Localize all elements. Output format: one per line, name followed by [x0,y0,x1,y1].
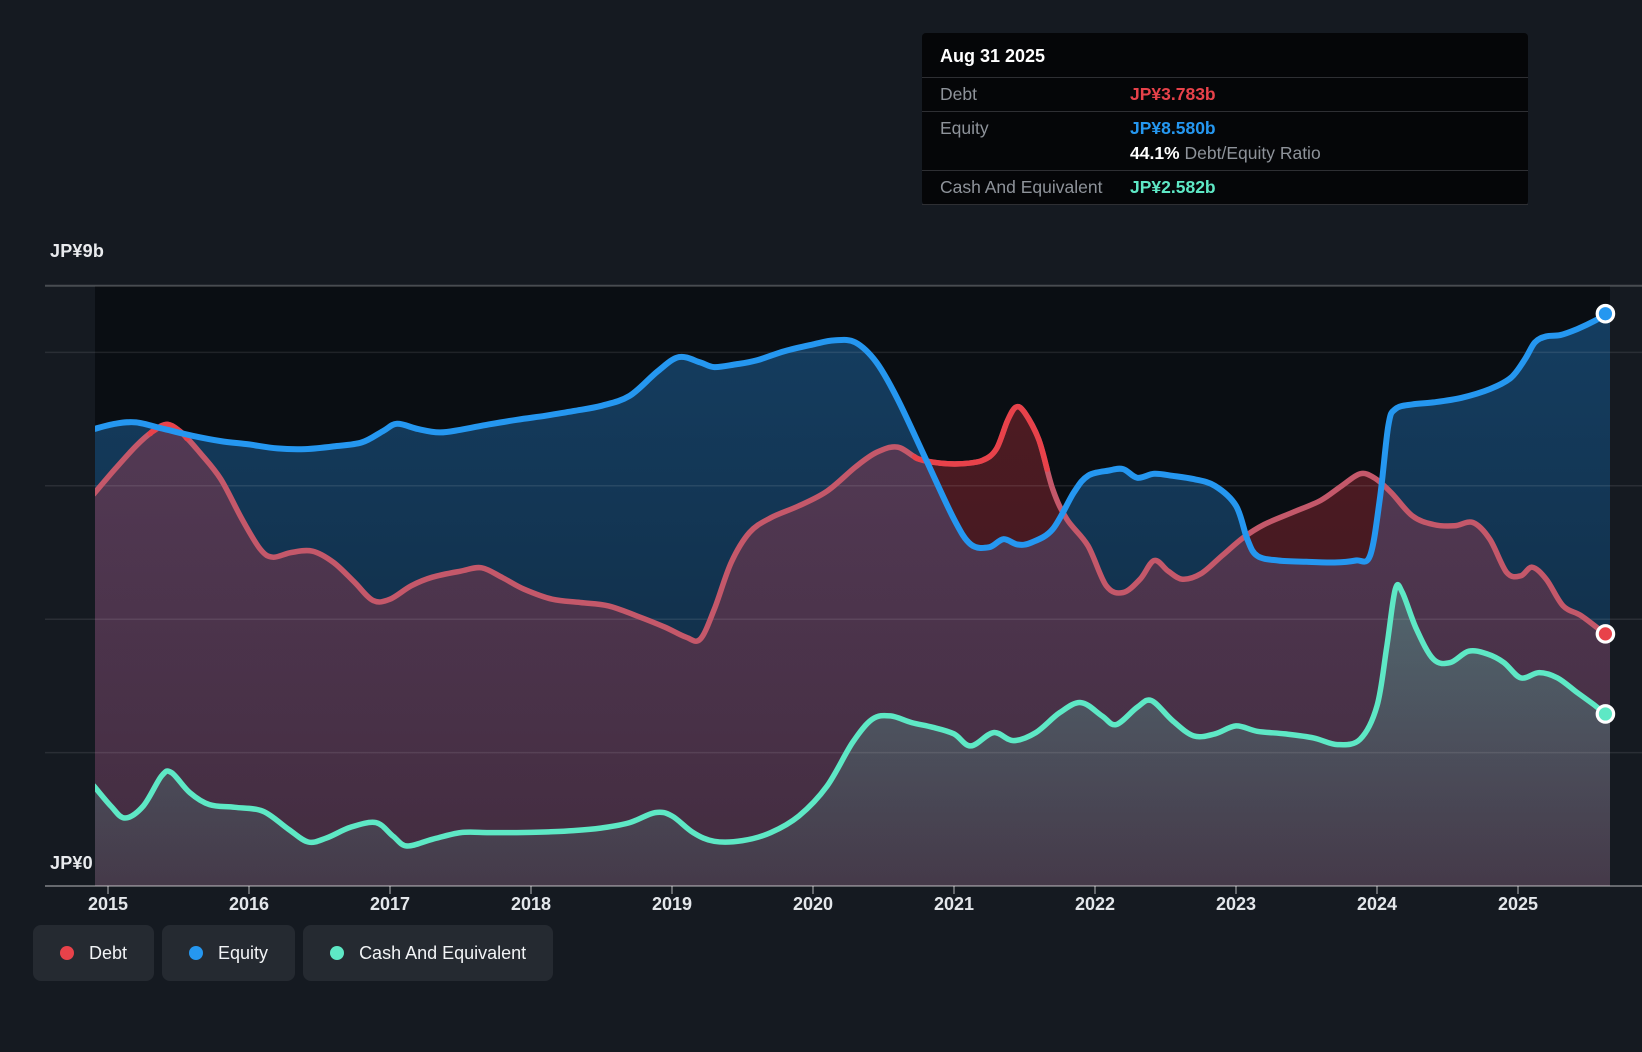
tooltip-row-ratio: 44.1% Debt/Equity Ratio [922,141,1528,171]
x-axis-label-2015: 2015 [87,894,129,914]
x-axis-label-2017: 2017 [369,894,411,914]
y-axis-zero-label: JP¥0 [50,853,93,873]
debt-current-dot [1595,624,1616,644]
area-fills [95,313,1610,886]
legend-item-debt[interactable]: Debt [33,925,155,981]
legend-item-cash[interactable]: Cash And Equivalent [303,925,554,981]
debt-line-above-equity-1 [911,403,1050,472]
y-axis-max-label: JP¥9b [50,241,105,261]
cash-line [95,581,1610,849]
tooltip-equity-label: Equity [940,118,989,138]
cash-and-equivalent-area [95,584,1610,886]
equity-legend-dot-icon [189,946,204,960]
x-axis-label-2022: 2022 [1074,894,1116,914]
legend-debt-label: Debt [89,942,128,963]
x-axis-label-2020: 2020 [792,894,834,914]
legend-cash-label: Cash And Equivalent [359,942,527,963]
x-axis-label-2016: 2016 [228,894,270,914]
tooltip-ratio-text: 44.1% Debt/Equity Ratio [1130,143,1321,164]
tooltip-row-debt: Debt JP¥3.783b [922,78,1528,112]
tooltip-row-cash: Cash And Equivalent JP¥2.582b [922,171,1528,205]
tooltip-row-equity: Equity JP¥8.580b [922,112,1528,141]
x-axis-label-2019: 2019 [651,894,693,914]
x-axis-label-2023: 2023 [1215,894,1257,914]
tooltip-equity-value: JP¥8.580b [1130,118,1216,138]
tooltip-cash-label: Cash And Equivalent [940,177,1103,197]
debt-legend-dot-icon [60,946,74,960]
cash-current-dot [1595,704,1616,724]
tooltip-cash-value: JP¥2.582b [1130,177,1216,197]
cash-legend-dot-icon [330,946,345,960]
tooltip-date: Aug 31 2025 [922,33,1528,78]
tooltip-debt-value: JP¥3.783b [1130,84,1216,104]
x-axis-label-2021: 2021 [933,894,975,914]
chart-legend: Debt Equity Cash And Equivalent [33,925,554,981]
legend-item-equity[interactable]: Equity [162,925,296,981]
x-axis-label-2025: 2025 [1497,894,1539,914]
legend-equity-label: Equity [218,942,269,963]
x-axis-label-2018: 2018 [510,894,552,914]
equity-current-dot [1595,303,1616,324]
x-axis-label-2024: 2024 [1356,894,1398,914]
series-lines [95,310,1610,849]
chart-tooltip: Aug 31 2025 Debt JP¥3.783b Equity JP¥8.5… [922,33,1528,205]
tooltip-debt-label: Debt [940,84,977,104]
tooltip-ratio-label: Debt/Equity Ratio [1184,143,1321,163]
tooltip-ratio-value: 44.1% [1130,143,1180,163]
equity-line [95,310,1610,566]
